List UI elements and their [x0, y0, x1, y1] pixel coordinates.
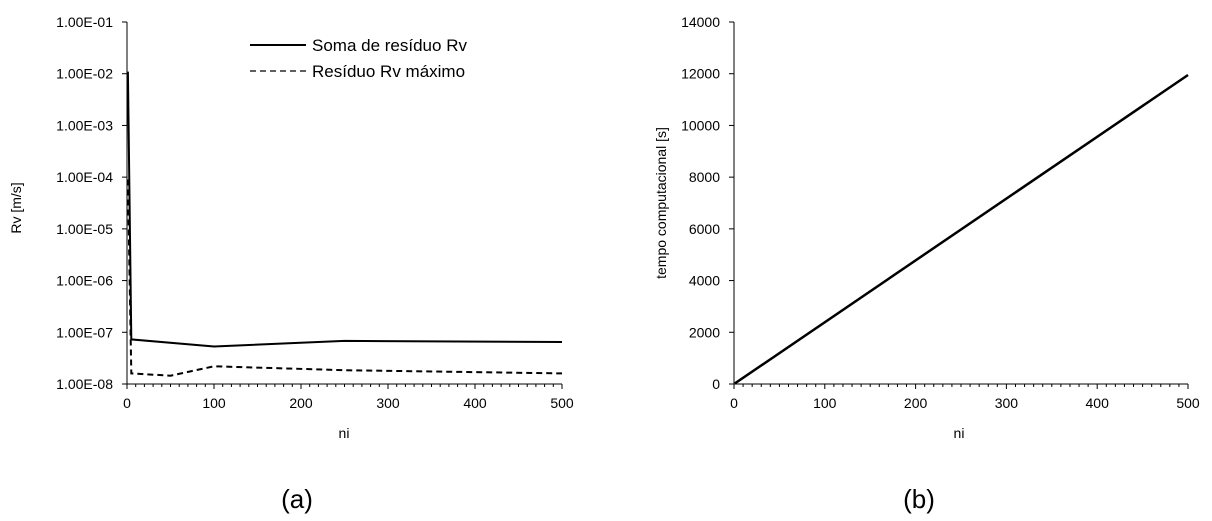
chart-b-y-tick-label: 0 [712, 376, 720, 392]
chart-a-legend-label: Resíduo Rv máximo [312, 62, 465, 81]
chart-a-y-tick-label: 1.00E-02 [56, 66, 113, 82]
chart-b-y-axis-label: tempo computacional [s] [653, 127, 669, 279]
chart-a-y-tick-label: 1.00E-05 [56, 221, 113, 237]
chart-a-y-tick-label: 1.00E-06 [56, 273, 113, 289]
chart-b-x-tick-label: 200 [904, 395, 928, 411]
chart-a-series-soma-residuo [126, 71, 563, 348]
chart-a-x-tick-label: 300 [376, 395, 400, 411]
chart-a-y-tick-label: 1.00E-08 [56, 376, 113, 392]
chart-b-x-tick-label: 300 [995, 395, 1019, 411]
chart-b-y-tick-label: 2000 [689, 324, 720, 340]
chart-b-x-tick-label: 0 [730, 395, 738, 411]
chart-a-legend-label: Soma de resíduo Rv [312, 36, 467, 55]
chart-b-y-tick-label: 14000 [681, 14, 720, 30]
chart-a-y-axis-label: Rv [m/s] [8, 182, 24, 233]
chart-a-x-tick-label: 0 [123, 395, 131, 411]
chart-b-y-tick-label: 12000 [681, 66, 720, 82]
chart-a-series-residuo-maximo [126, 179, 563, 377]
chart-b-y-tick-label: 6000 [689, 221, 720, 237]
chart-b-y-tick-label: 10000 [681, 117, 720, 133]
chart-a-y-tick-label: 1.00E-04 [56, 169, 113, 185]
chart-a-x-tick-label: 100 [202, 395, 226, 411]
chart-a-x-axis-label: ni [339, 425, 350, 441]
chart-b-x-tick-label: 500 [1176, 395, 1200, 411]
chart-a-x-tick-label: 200 [289, 395, 313, 411]
chart-b-series-tempo [734, 73, 1189, 385]
chart-a-y-tick-label: 1.00E-01 [56, 14, 113, 30]
chart-b-y-tick-label: 4000 [689, 273, 720, 289]
chart-a-x-tick-label: 400 [463, 395, 487, 411]
chart-a-x-tick-label: 500 [550, 395, 574, 411]
chart-b-x-tick-label: 100 [813, 395, 837, 411]
chart-a: 1.00E-08 1.00E-07 1.00E-06 1.00E-05 1.00E-04… [8, 14, 574, 514]
chart-a-caption: (a) [281, 484, 313, 514]
chart-b-x-axis-label: ni [954, 425, 965, 441]
chart-b-x-tick-label: 400 [1086, 395, 1110, 411]
chart-a-y-tick-label: 1.00E-03 [56, 117, 113, 133]
chart-b-y-tick-label: 8000 [689, 169, 720, 185]
chart-b: 0 2000 4000 6000 8000 10000 12000 14000 0 100 200… [653, 14, 1200, 514]
chart-a-y-tick-label: 1.00E-07 [56, 324, 113, 340]
chart-b-caption: (b) [903, 484, 935, 514]
